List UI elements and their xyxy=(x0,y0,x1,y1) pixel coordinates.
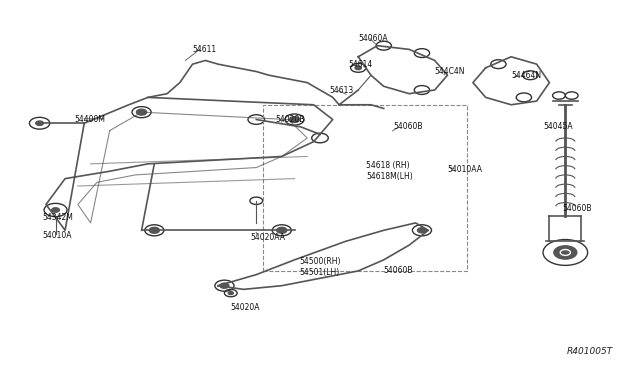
Circle shape xyxy=(220,283,229,288)
Text: 54400M: 54400M xyxy=(75,115,106,124)
Circle shape xyxy=(52,208,60,212)
Text: R401005T: R401005T xyxy=(567,347,613,356)
Text: 54045A: 54045A xyxy=(543,122,573,131)
Circle shape xyxy=(554,246,577,259)
Text: 54613: 54613 xyxy=(330,86,354,94)
Text: 54464N: 54464N xyxy=(511,71,541,80)
Circle shape xyxy=(417,228,426,233)
Circle shape xyxy=(36,121,44,125)
Text: 54060B: 54060B xyxy=(394,122,423,131)
Text: 54501(LH): 54501(LH) xyxy=(300,268,340,277)
Text: 54060B: 54060B xyxy=(384,266,413,275)
Text: 54618 (RH): 54618 (RH) xyxy=(366,161,410,170)
Circle shape xyxy=(136,109,147,115)
Text: 54010AA: 54010AA xyxy=(447,165,483,174)
Text: 54020A: 54020A xyxy=(231,303,260,312)
Circle shape xyxy=(149,227,159,233)
Text: 54611: 54611 xyxy=(193,45,217,54)
Circle shape xyxy=(289,116,300,122)
Text: 54010A: 54010A xyxy=(43,231,72,240)
Circle shape xyxy=(228,292,234,295)
Text: 54614: 54614 xyxy=(349,60,373,69)
Text: 54342M: 54342M xyxy=(43,213,74,222)
Text: 54060A: 54060A xyxy=(358,34,388,43)
Text: 54020B: 54020B xyxy=(275,115,305,124)
Text: 54618M(LH): 54618M(LH) xyxy=(366,172,413,181)
Text: 54060B: 54060B xyxy=(562,203,591,213)
Text: 544C4N: 544C4N xyxy=(435,67,465,76)
Circle shape xyxy=(276,227,287,233)
Circle shape xyxy=(355,66,362,70)
Text: 54500(RH): 54500(RH) xyxy=(300,257,341,266)
Text: 54020AA: 54020AA xyxy=(250,233,285,242)
